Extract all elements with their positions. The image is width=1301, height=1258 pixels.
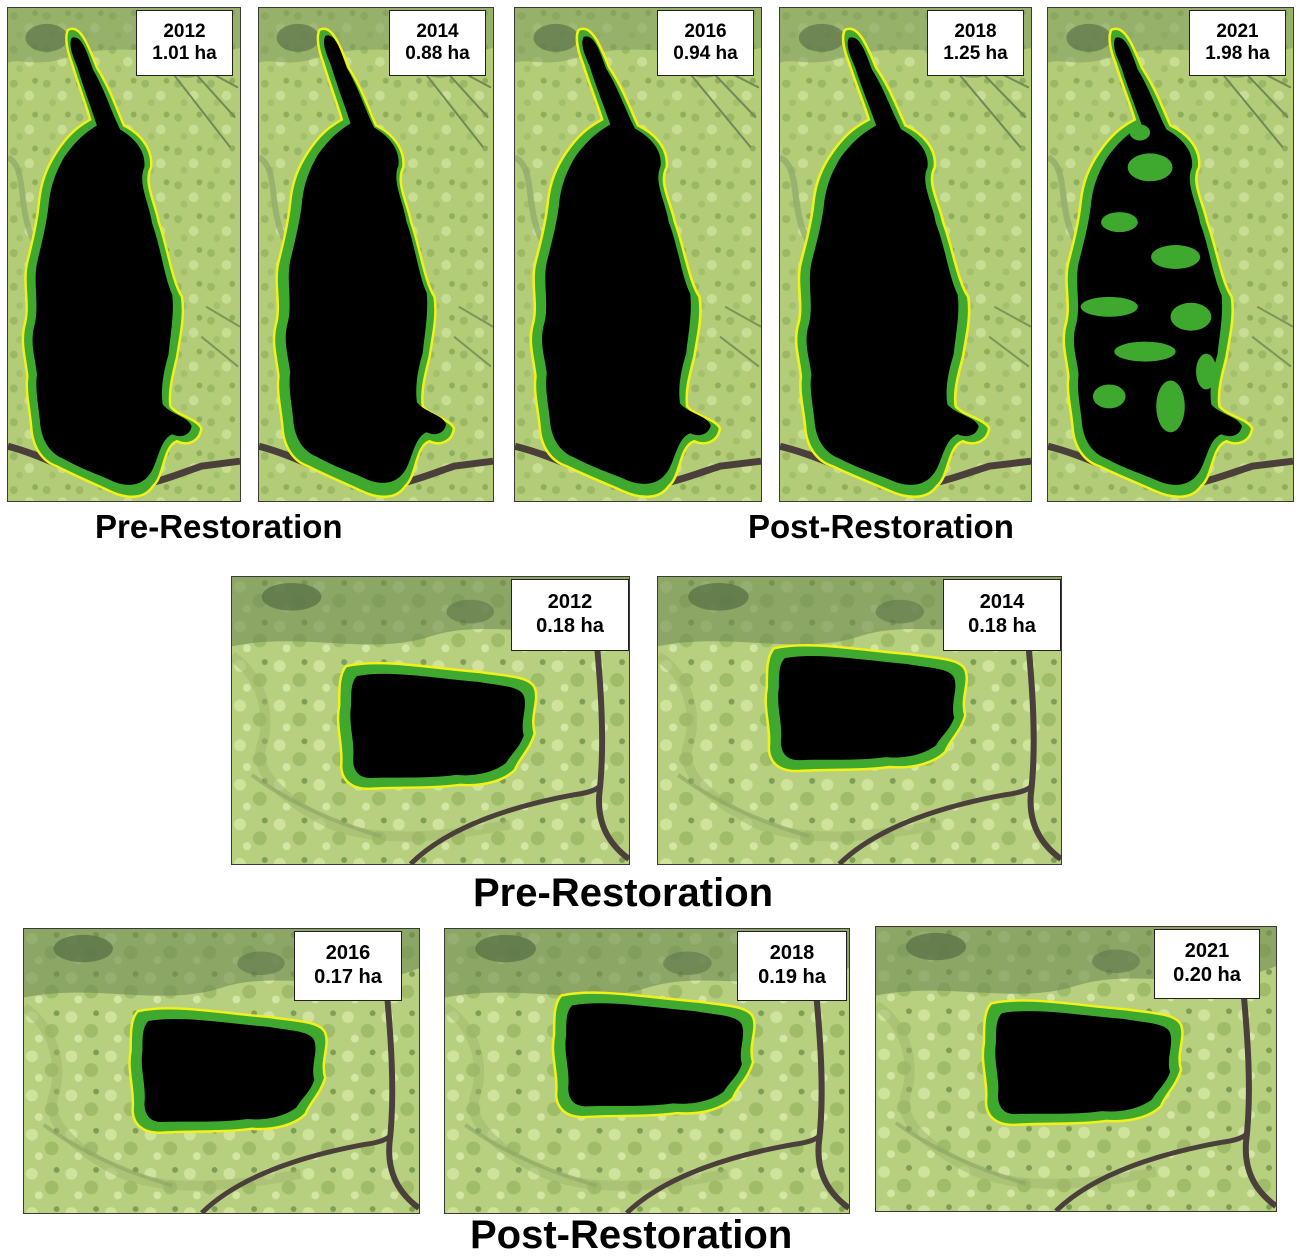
year-area-label: 2021 0.20 ha bbox=[1154, 929, 1260, 999]
year-area-label: 2014 0.18 ha bbox=[943, 579, 1061, 651]
area-text: 0.94 ha bbox=[673, 43, 738, 64]
wetland-map bbox=[1048, 8, 1293, 501]
map-panel-a-2012: 2012 1.01 ha bbox=[7, 7, 241, 502]
map-panel-a-2021: 2021 1.98 ha bbox=[1047, 7, 1294, 502]
map-panel-b-2012: 2012 0.18 ha bbox=[231, 576, 630, 865]
map-panel-b-2014: 2014 0.18 ha bbox=[657, 576, 1062, 865]
area-text: 1.01 ha bbox=[152, 43, 217, 64]
year-area-label: 2012 0.18 ha bbox=[511, 579, 629, 651]
year-text: 2014 bbox=[979, 591, 1025, 614]
year-area-label: 2012 1.01 ha bbox=[136, 10, 233, 76]
post-restoration-caption-b: Post-Restoration bbox=[470, 1213, 793, 1257]
wetland-map bbox=[780, 8, 1031, 501]
map-panel-b-2016: 2016 0.17 ha bbox=[23, 928, 420, 1214]
year-area-label: 2021 1.98 ha bbox=[1189, 10, 1286, 76]
wetland-map bbox=[515, 8, 761, 501]
year-text: 2018 bbox=[954, 20, 997, 42]
map-panel-b-2021: 2021 0.20 ha bbox=[875, 926, 1277, 1212]
area-text: 1.98 ha bbox=[1205, 43, 1270, 64]
year-area-label: 2018 0.19 ha bbox=[737, 931, 847, 1001]
map-panel-a-2018: 2018 1.25 ha bbox=[779, 7, 1032, 502]
wetland-map bbox=[259, 8, 493, 501]
area-text: 0.18 ha bbox=[968, 615, 1036, 637]
year-text: 2012 bbox=[547, 591, 593, 614]
wetland-map bbox=[8, 8, 240, 501]
map-panel-a-2016: 2016 0.94 ha bbox=[514, 7, 762, 502]
area-text: 0.88 ha bbox=[405, 43, 470, 64]
area-text: 1.25 ha bbox=[943, 43, 1008, 64]
year-text: 2016 bbox=[325, 942, 371, 965]
map-panel-b-2018: 2018 0.19 ha bbox=[444, 928, 850, 1214]
year-area-label: 2018 1.25 ha bbox=[927, 10, 1024, 76]
year-text: 2018 bbox=[769, 942, 815, 965]
area-text: 0.18 ha bbox=[536, 615, 604, 637]
year-text: 2021 bbox=[1184, 940, 1230, 963]
year-text: 2012 bbox=[163, 20, 206, 42]
map-panel-a-2014: 2014 0.88 ha bbox=[258, 7, 494, 502]
area-text: 0.19 ha bbox=[758, 966, 826, 988]
year-text: 2021 bbox=[1216, 20, 1259, 42]
pre-restoration-caption-b: Pre-Restoration bbox=[473, 871, 774, 915]
year-text: 2016 bbox=[684, 20, 727, 42]
area-text: 0.20 ha bbox=[1173, 964, 1241, 986]
year-area-label: 2014 0.88 ha bbox=[389, 10, 486, 76]
pre-restoration-caption-a: Pre-Restoration bbox=[95, 508, 343, 545]
year-area-label: 2016 0.17 ha bbox=[294, 931, 402, 1001]
post-restoration-caption-a: Post-Restoration bbox=[748, 508, 1014, 545]
area-text: 0.17 ha bbox=[314, 966, 382, 988]
year-text: 2014 bbox=[416, 20, 459, 42]
year-area-label: 2016 0.94 ha bbox=[657, 10, 754, 76]
